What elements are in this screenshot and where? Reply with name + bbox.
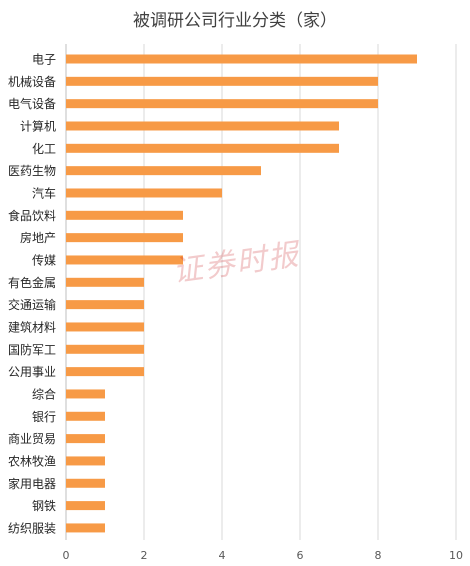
bar bbox=[66, 233, 183, 243]
category-label: 综合 bbox=[32, 386, 56, 401]
bar bbox=[66, 54, 417, 64]
category-labels: 电子机械设备电气设备计算机化工医药生物汽车食品饮料房地产传媒有色金属交通运输建筑… bbox=[8, 53, 56, 536]
bar bbox=[66, 478, 105, 488]
x-tick-label: 10 bbox=[449, 549, 463, 562]
category-label: 公用事业 bbox=[8, 365, 56, 379]
category-label: 机械设备 bbox=[8, 74, 56, 89]
category-label: 医药生物 bbox=[8, 164, 56, 178]
bar bbox=[66, 501, 105, 511]
category-label: 建筑材料 bbox=[8, 319, 56, 334]
category-label: 房地产 bbox=[20, 230, 56, 245]
category-label: 汽车 bbox=[32, 185, 56, 200]
bar bbox=[66, 456, 105, 466]
bar bbox=[66, 143, 339, 153]
category-label: 国防军工 bbox=[8, 342, 56, 357]
category-label: 计算机 bbox=[20, 118, 56, 133]
bar bbox=[66, 166, 261, 176]
category-label: 电气设备 bbox=[8, 96, 56, 111]
bar bbox=[66, 389, 105, 399]
bar bbox=[66, 367, 144, 377]
chart-title: 被调研公司行业分类（家） bbox=[133, 11, 337, 31]
bar bbox=[66, 434, 105, 444]
category-label: 电子 bbox=[32, 53, 56, 67]
bar bbox=[66, 121, 339, 131]
x-tick-label: 6 bbox=[297, 549, 304, 562]
category-label: 食品饮料 bbox=[8, 208, 56, 223]
x-tick-label: 4 bbox=[219, 549, 226, 562]
category-label: 纺织服装 bbox=[8, 521, 56, 535]
category-label: 化工 bbox=[32, 142, 56, 156]
bar bbox=[66, 99, 378, 109]
bar bbox=[66, 322, 144, 332]
bar bbox=[66, 411, 105, 421]
bars-group bbox=[66, 54, 417, 533]
category-label: 钢铁 bbox=[32, 499, 56, 513]
bar bbox=[66, 344, 144, 354]
bar bbox=[66, 188, 222, 198]
bar bbox=[66, 300, 144, 310]
category-label: 有色金属 bbox=[8, 275, 56, 290]
grid-lines bbox=[65, 44, 457, 540]
x-tick-labels: 0 2 4 6 8 10 bbox=[63, 549, 464, 562]
bar bbox=[66, 277, 144, 287]
category-label: 传媒 bbox=[32, 252, 56, 267]
bar bbox=[66, 523, 105, 533]
category-label: 银行 bbox=[32, 410, 56, 424]
bar bbox=[66, 210, 183, 220]
category-label: 农林牧渔 bbox=[8, 454, 56, 468]
category-label: 商业贸易 bbox=[8, 431, 56, 446]
category-label: 交通运输 bbox=[8, 297, 56, 312]
category-label: 家用电器 bbox=[8, 476, 56, 491]
x-tick-label: 8 bbox=[375, 549, 382, 562]
bar bbox=[66, 76, 378, 86]
x-tick-label: 0 bbox=[63, 549, 70, 562]
bar bbox=[66, 255, 183, 265]
x-tick-label: 2 bbox=[141, 549, 148, 562]
